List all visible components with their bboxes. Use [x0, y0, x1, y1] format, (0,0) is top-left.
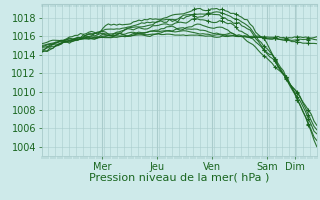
X-axis label: Pression niveau de la mer( hPa ): Pression niveau de la mer( hPa )	[89, 173, 269, 183]
